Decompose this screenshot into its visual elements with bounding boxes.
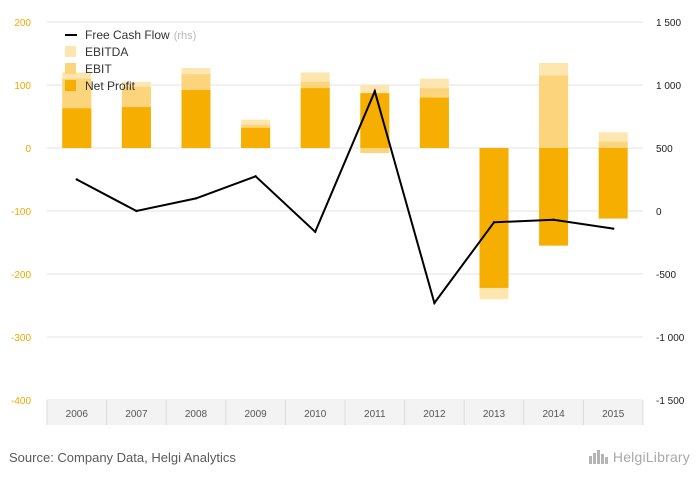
- legend-label[interactable]: Net Profit: [85, 79, 136, 93]
- y-left-tick-label: 100: [14, 81, 31, 92]
- point-free-cash-flow: [194, 197, 198, 200]
- point-free-cash-flow: [433, 301, 436, 305]
- x-tick-label: 2014: [542, 409, 565, 420]
- x-tick-label: 2011: [364, 409, 386, 420]
- y-left-tick-label: -400: [11, 396, 31, 407]
- point-free-cash-flow: [612, 227, 615, 230]
- y-left-tick-label: 200: [14, 18, 31, 29]
- point-free-cash-flow: [552, 218, 555, 222]
- bar-ebit: [360, 148, 390, 154]
- brand[interactable]: HelgiLibrary: [588, 449, 690, 467]
- y-left-tick-label: 0: [25, 144, 31, 155]
- x-tick-label: 2006: [66, 409, 89, 420]
- point-free-cash-flow: [254, 175, 257, 178]
- bar-net-profit: [121, 107, 151, 148]
- legend-label[interactable]: EBIT: [85, 62, 112, 76]
- y-right-tick-label: 0: [656, 207, 662, 218]
- line-free-cash-flow: [76, 88, 614, 306]
- bar-net-profit: [539, 148, 569, 246]
- helgi-logo-icon: [588, 449, 610, 467]
- legend-label-suffix: (rhs): [174, 30, 197, 42]
- bar-net-profit: [479, 148, 509, 288]
- point-free-cash-flow: [135, 209, 138, 213]
- y-right-tick-label: 1 500: [656, 18, 681, 29]
- bar-net-profit: [241, 127, 271, 148]
- x-tick-label: 2012: [423, 409, 446, 420]
- y-left-tick-label: -100: [11, 207, 31, 218]
- x-tick-label: 2015: [602, 409, 625, 420]
- point-free-cash-flow: [314, 230, 317, 233]
- point-free-cash-flow: [75, 178, 79, 181]
- legend-swatch-ebit: [65, 63, 76, 74]
- x-tick-label: 2009: [244, 409, 267, 420]
- x-tick-label: 2008: [185, 409, 208, 420]
- brand-name: HelgiLibrary: [612, 449, 690, 465]
- bar-ebit: [598, 141, 628, 148]
- legend-swatch-ebitda: [65, 46, 76, 57]
- point-free-cash-flow: [492, 221, 496, 224]
- bar-net-profit: [419, 97, 449, 148]
- legend-label[interactable]: Free Cash Flow (rhs): [85, 28, 196, 42]
- legend-label[interactable]: EBITDA: [85, 45, 128, 59]
- legend-swatch-net-profit: [65, 80, 76, 91]
- x-tick-label: 2013: [483, 409, 506, 420]
- y-left-tick-label: -300: [11, 333, 31, 344]
- bar-ebit: [539, 75, 569, 148]
- source-note: Source: Company Data, Helgi Analytics: [9, 450, 236, 465]
- bar-net-profit: [62, 108, 92, 148]
- y-left-tick-label: -200: [11, 270, 31, 281]
- bar-net-profit: [181, 90, 211, 148]
- x-tick-label: 2010: [304, 409, 327, 420]
- y-right-tick-label: 500: [656, 144, 673, 155]
- point-free-cash-flow: [373, 90, 376, 93]
- y-right-tick-label: -1 500: [656, 396, 685, 407]
- y-right-tick-label: -500: [656, 270, 676, 281]
- y-right-tick-label: 1 000: [656, 81, 681, 92]
- bar-net-profit: [300, 88, 330, 148]
- bar-net-profit: [598, 148, 628, 219]
- bar-net-profit: [360, 93, 390, 148]
- y-right-tick-label: -1 000: [656, 333, 685, 344]
- x-tick-label: 2007: [125, 409, 148, 420]
